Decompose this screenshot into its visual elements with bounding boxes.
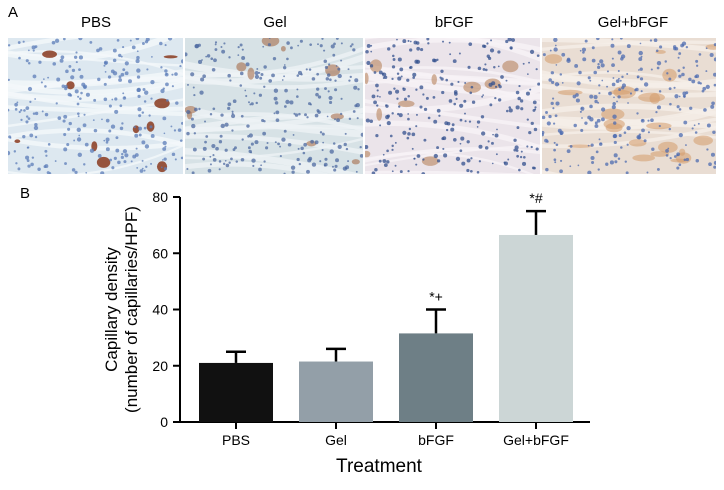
bar-gel-bfgf	[499, 234, 573, 422]
x-tick-label: bFGF	[418, 432, 454, 448]
bar-gel	[299, 361, 373, 422]
y-tick-label: 0	[160, 414, 168, 430]
x-axis-label: Treatment	[336, 456, 423, 477]
x-tick-label: PBS	[222, 432, 250, 448]
bar-pbs	[199, 362, 273, 422]
bar-bfgf	[399, 333, 473, 422]
y-tick-label: 20	[152, 358, 168, 374]
capillary-density-chart: 0 20 40 60 80 Capillary density (number of cap…	[102, 189, 590, 477]
panel-a-letter: A	[8, 4, 19, 21]
y-tick-label: 80	[152, 189, 168, 205]
significance-label-2: *+	[429, 289, 443, 305]
micrograph-pbs	[8, 38, 183, 174]
significance-label-3: *#	[529, 190, 542, 206]
image-label-gel-bfgf: Gel+bFGF	[597, 14, 669, 31]
y-tick-label: 60	[152, 245, 168, 261]
y-tick-label: 40	[152, 302, 168, 318]
x-tick-label: Gel	[325, 432, 347, 448]
y-axis-label-line2: (number of capillaries/HPF)	[122, 206, 141, 413]
image-label-pbs: PBS	[80, 14, 111, 31]
y-axis-label-line1: Capillary density	[102, 247, 121, 372]
micrograph-gel-bfgf	[542, 38, 716, 174]
micrograph-bfgf	[365, 38, 540, 174]
image-label-bfgf: bFGF	[434, 14, 474, 31]
image-label-gel: Gel	[263, 14, 287, 31]
micrograph-gel	[185, 38, 363, 174]
x-tick-label: Gel+bFGF	[503, 432, 569, 448]
panel-b-letter: B	[20, 185, 31, 202]
